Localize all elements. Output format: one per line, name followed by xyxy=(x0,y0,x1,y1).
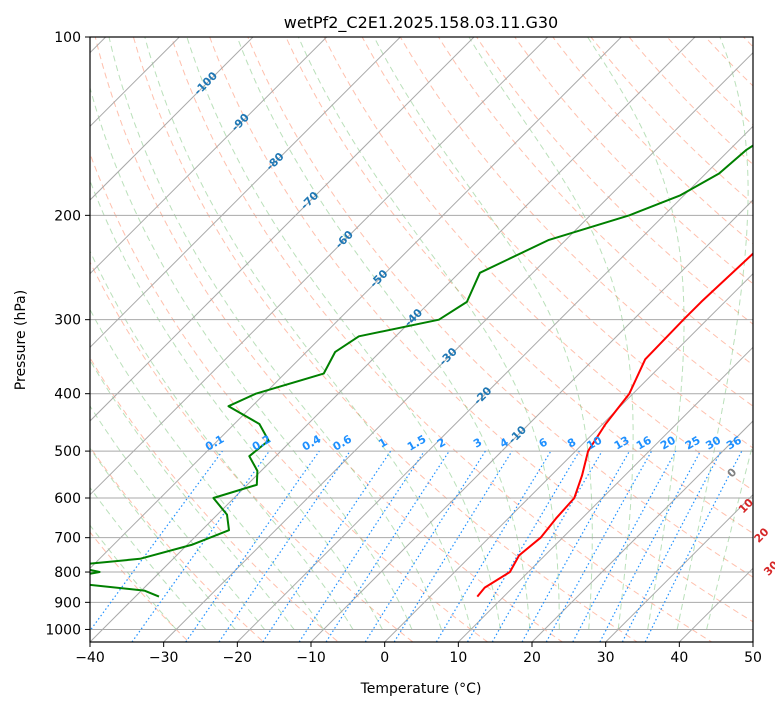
moist-adiabat-line xyxy=(469,37,633,629)
dry-adiabat-line xyxy=(506,24,775,654)
dry-adiabat-line xyxy=(393,24,775,654)
moist-adiabat-label: 0 xyxy=(725,465,740,480)
x-tick-label: 10 xyxy=(449,650,467,666)
dry-adiabat-line xyxy=(318,24,775,654)
y-tick-label: 800 xyxy=(54,565,81,581)
y-tick-label: 600 xyxy=(54,491,81,507)
x-tick-label: 30 xyxy=(597,650,615,666)
dry-adiabat-line xyxy=(468,24,775,654)
mixing-ratio-label: 8 xyxy=(565,436,578,451)
mixing-ratio-label: 3 xyxy=(471,436,484,451)
moist-adiabat-line xyxy=(0,209,176,630)
dry-adiabat-line xyxy=(693,24,775,654)
y-axis-label: Pressure (hPa) xyxy=(13,290,29,390)
mixing-ratio-line xyxy=(365,451,485,642)
moist-adiabat-label: 20 xyxy=(752,525,772,545)
isotherm-line xyxy=(753,37,775,642)
isotherm-line xyxy=(90,37,695,642)
isotherm-line xyxy=(164,37,769,642)
y-tick-label: 200 xyxy=(54,208,81,224)
dry-adiabat-line xyxy=(656,24,775,654)
x-tick-label: 40 xyxy=(670,650,688,666)
isotherm-label: -30 xyxy=(437,345,460,368)
x-tick-label: 0 xyxy=(380,650,389,666)
moist-adiabat-line xyxy=(20,124,324,630)
x-tick-label: −40 xyxy=(75,650,105,666)
x-axis-label: Temperature (°C) xyxy=(360,681,482,697)
dry-adiabat-line xyxy=(55,24,504,654)
dry-adiabat-line xyxy=(355,24,775,654)
mixing-ratio-label: 30 xyxy=(703,433,723,452)
dry-adiabat-line xyxy=(243,24,775,654)
dry-adiabat-line xyxy=(17,24,428,654)
y-tick-label: 300 xyxy=(54,313,81,329)
isotherm-label: -90 xyxy=(229,111,252,134)
mixing-ratio-line xyxy=(546,451,651,642)
y-tick-label: 500 xyxy=(54,444,81,460)
x-tick-label: −20 xyxy=(223,650,253,666)
y-tick-label: 700 xyxy=(54,531,81,547)
x-tick-label: 20 xyxy=(523,650,541,666)
isotherm-line xyxy=(0,37,253,642)
moist-adiabat-line xyxy=(145,37,471,629)
dry-adiabat-line xyxy=(92,24,580,654)
y-tick-label: 900 xyxy=(54,595,81,611)
dry-adiabat-line xyxy=(167,24,731,654)
temperature-profile-line xyxy=(477,37,775,597)
isotherm-line xyxy=(0,37,400,642)
mixing-ratio-label: 36 xyxy=(724,433,744,452)
moist-adiabat-line xyxy=(298,37,559,629)
moist-adiabat-line xyxy=(677,37,748,629)
mixing-ratio-line xyxy=(82,451,223,642)
mixing-ratio-line xyxy=(436,451,551,642)
x-tick-label: −30 xyxy=(149,650,179,666)
y-tick-label: 1000 xyxy=(45,622,81,638)
y-tick-label: 400 xyxy=(54,387,81,403)
plot-frame xyxy=(90,37,753,642)
mixing-ratio-label: 0.2 xyxy=(250,433,273,454)
mixing-ratio-line xyxy=(622,451,721,642)
mixing-ratio-line xyxy=(600,451,701,642)
isotherm-line xyxy=(311,37,775,642)
chart-title: wetPf2_C2E1.2025.158.03.11.G30 xyxy=(284,13,558,33)
mixing-ratio-label: 1.5 xyxy=(405,433,428,454)
isotherm-line xyxy=(532,37,775,642)
isotherm-label: -60 xyxy=(333,228,356,251)
mixing-ratio-line xyxy=(468,451,580,642)
mixing-ratio-line xyxy=(326,451,449,642)
mixing-ratio-line xyxy=(573,451,676,642)
x-tick-label: −10 xyxy=(296,650,326,666)
y-tick-label: 100 xyxy=(54,30,81,46)
mixing-ratio-label: 0.6 xyxy=(331,432,355,453)
background-grid xyxy=(0,24,775,654)
mixing-ratio-label: 25 xyxy=(683,434,703,453)
moist-adiabat-label: 30 xyxy=(761,558,775,578)
mixing-ratio-label: 13 xyxy=(612,434,632,453)
moist-adiabat-line xyxy=(39,105,353,630)
isotherm-line xyxy=(679,37,775,642)
mixing-ratio-label: 1 xyxy=(376,436,389,451)
x-tick-label: 50 xyxy=(744,650,762,666)
mixing-ratio-line xyxy=(219,451,350,642)
